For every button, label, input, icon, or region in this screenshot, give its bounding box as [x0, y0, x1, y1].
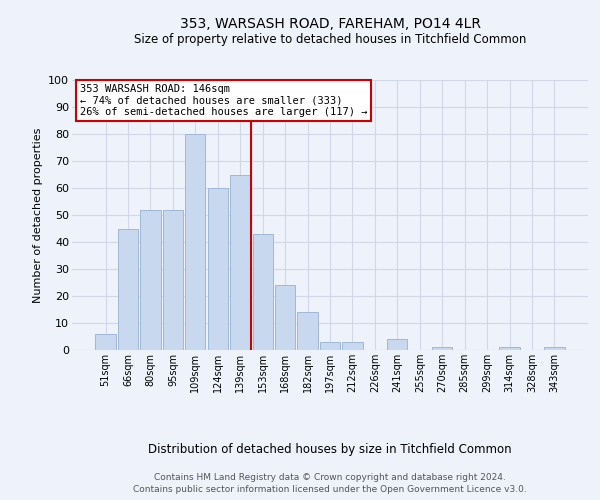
Bar — [320, 342, 340, 350]
Bar — [230, 174, 250, 350]
Bar — [140, 210, 161, 350]
Bar — [208, 188, 228, 350]
Text: Distribution of detached houses by size in Titchfield Common: Distribution of detached houses by size … — [148, 442, 512, 456]
Text: 353 WARSASH ROAD: 146sqm
← 74% of detached houses are smaller (333)
26% of semi-: 353 WARSASH ROAD: 146sqm ← 74% of detach… — [80, 84, 367, 117]
Bar — [185, 134, 205, 350]
Y-axis label: Number of detached properties: Number of detached properties — [32, 128, 43, 302]
Bar — [298, 312, 317, 350]
Bar — [343, 342, 362, 350]
Bar — [95, 334, 116, 350]
Bar — [544, 348, 565, 350]
Text: Size of property relative to detached houses in Titchfield Common: Size of property relative to detached ho… — [134, 32, 526, 46]
Bar — [253, 234, 273, 350]
Bar — [387, 339, 407, 350]
Text: Contains HM Land Registry data © Crown copyright and database right 2024.: Contains HM Land Registry data © Crown c… — [154, 472, 506, 482]
Text: Contains public sector information licensed under the Open Government Licence v3: Contains public sector information licen… — [133, 485, 527, 494]
Bar — [163, 210, 183, 350]
Bar — [432, 348, 452, 350]
Bar — [499, 348, 520, 350]
Bar — [118, 228, 138, 350]
Text: 353, WARSASH ROAD, FAREHAM, PO14 4LR: 353, WARSASH ROAD, FAREHAM, PO14 4LR — [179, 18, 481, 32]
Bar — [275, 285, 295, 350]
